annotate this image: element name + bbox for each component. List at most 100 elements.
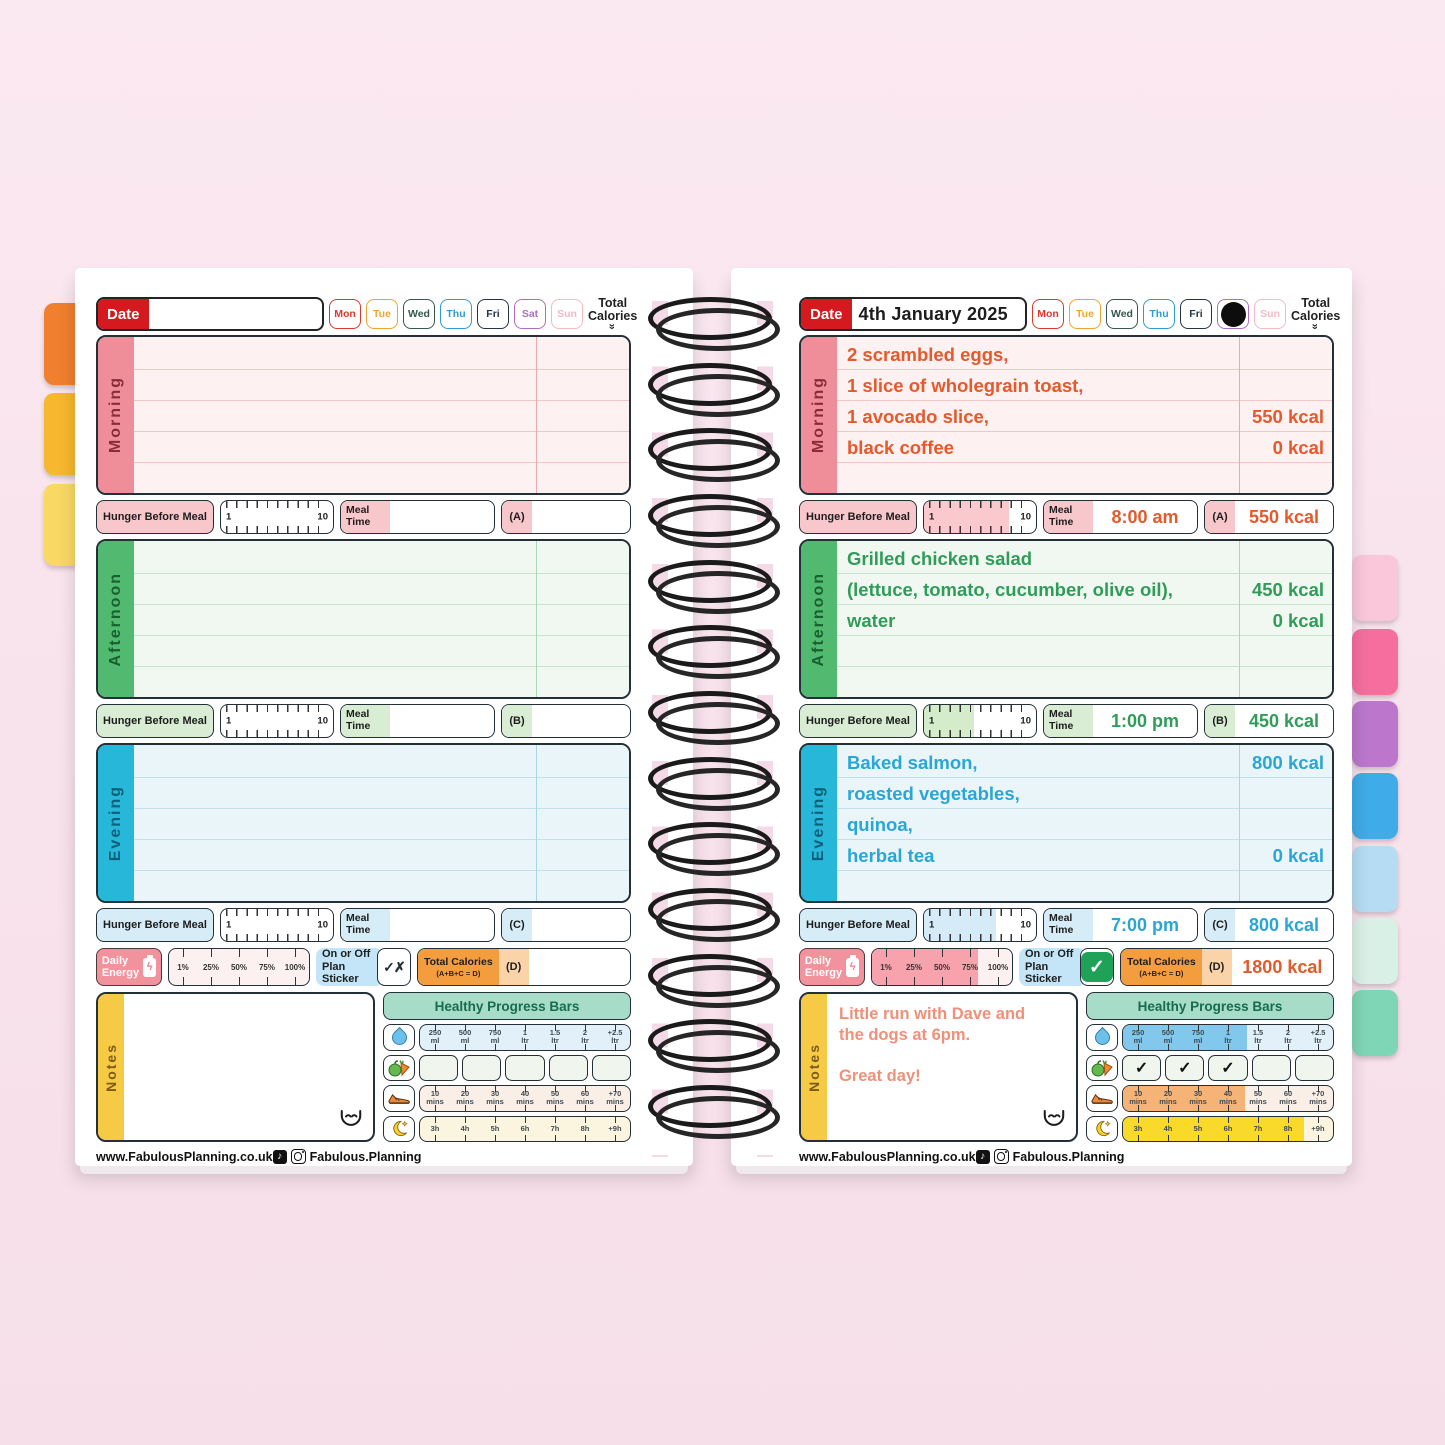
fruit-check-cell[interactable] bbox=[1251, 1054, 1291, 1081]
meal-text[interactable]: 1 slice of wholegrain toast, bbox=[847, 375, 1084, 396]
fruit-check-cell[interactable] bbox=[548, 1054, 588, 1081]
day-button-mon[interactable]: Mon bbox=[1032, 299, 1064, 329]
hunger-ruler[interactable]: 1 10 bbox=[923, 704, 1037, 738]
fruit-check-cell[interactable] bbox=[462, 1054, 502, 1081]
meal-text[interactable]: black coffee bbox=[847, 437, 954, 458]
meal-kcal[interactable] bbox=[529, 632, 629, 635]
fruit-check-cell[interactable]: ✓ bbox=[1208, 1054, 1248, 1081]
date-field[interactable]: Date 4th January 2025 bbox=[799, 297, 1027, 331]
meal-text[interactable]: roasted vegetables, bbox=[847, 783, 1020, 804]
fruit-check-cell[interactable] bbox=[419, 1054, 459, 1081]
meal-time-box[interactable]: Meal Time bbox=[340, 500, 495, 534]
meal-kcal[interactable] bbox=[529, 774, 629, 777]
meal-kcal[interactable]: 450 kcal bbox=[1251, 579, 1324, 600]
meal-kcal[interactable] bbox=[529, 601, 629, 604]
meal-kcal[interactable] bbox=[529, 490, 629, 493]
fruit-check-cell[interactable] bbox=[1294, 1054, 1335, 1081]
evening-entry-area[interactable] bbox=[134, 745, 629, 901]
meal-text[interactable] bbox=[134, 898, 529, 901]
day-button-tue[interactable]: Tue bbox=[366, 299, 398, 329]
meal-time-value[interactable] bbox=[390, 909, 494, 941]
hunger-ruler[interactable]: 1 10 bbox=[923, 500, 1037, 534]
plan-sticker-box[interactable]: ✓ bbox=[1079, 948, 1114, 986]
slot-b-value[interactable] bbox=[532, 705, 630, 737]
meal-kcal[interactable] bbox=[529, 428, 629, 431]
meal-text[interactable] bbox=[134, 836, 529, 839]
exercise-progress-bar[interactable]: 10 mins 20 mins 30 mins 40 mins 50 mins … bbox=[1122, 1085, 1334, 1112]
meal-text[interactable]: quinoa, bbox=[847, 814, 913, 835]
meal-text[interactable] bbox=[134, 774, 529, 777]
meal-text[interactable] bbox=[134, 867, 529, 870]
slot-a-value[interactable]: 550 kcal bbox=[1248, 506, 1320, 527]
meal-text[interactable]: 1 avocado slice, bbox=[847, 406, 989, 427]
hunger-ruler[interactable]: 1 10 bbox=[220, 908, 334, 942]
meal-time-value[interactable] bbox=[390, 705, 494, 737]
meal-kcal[interactable]: 800 kcal bbox=[1251, 752, 1324, 773]
meal-kcal[interactable] bbox=[529, 805, 629, 808]
meal-time-box[interactable]: Meal Time bbox=[340, 908, 495, 942]
date-value[interactable]: 4th January 2025 bbox=[858, 303, 1008, 324]
meal-kcal[interactable] bbox=[529, 366, 629, 369]
energy-ruler[interactable]: 1% 25% 50% 75% 100% bbox=[871, 948, 1013, 986]
meal-kcal[interactable] bbox=[1232, 898, 1332, 901]
meal-time-box[interactable]: Meal Time 1:00 pm bbox=[1043, 704, 1198, 738]
meal-kcal[interactable] bbox=[529, 694, 629, 697]
meal-kcal[interactable] bbox=[1232, 663, 1332, 666]
meal-time-box[interactable]: Meal Time 7:00 pm bbox=[1043, 908, 1198, 942]
meal-kcal[interactable] bbox=[529, 867, 629, 870]
energy-ruler[interactable]: 1% 25% 50% 75% 100% bbox=[168, 948, 310, 986]
sleep-progress-bar[interactable]: 3h 4h 5h 6h 7h 8h +9h bbox=[419, 1115, 631, 1142]
index-tab-blue[interactable] bbox=[1352, 773, 1398, 839]
notes-entry-area[interactable] bbox=[124, 994, 373, 1140]
fruit-check-cell[interactable] bbox=[505, 1054, 545, 1081]
meal-text[interactable]: herbal tea bbox=[847, 845, 935, 866]
meal-kcal[interactable]: 0 kcal bbox=[1272, 437, 1324, 458]
fruit-check-cell[interactable]: ✓ bbox=[1165, 1054, 1205, 1081]
slot-a-value[interactable] bbox=[532, 501, 630, 533]
day-button-fri[interactable]: Fri bbox=[1180, 299, 1212, 329]
meal-kcal[interactable] bbox=[1232, 836, 1332, 839]
meal-text[interactable]: Grilled chicken salad bbox=[847, 548, 1033, 569]
index-tab-teal[interactable] bbox=[1352, 990, 1398, 1056]
meal-text[interactable] bbox=[837, 663, 1232, 666]
morning-entry-area[interactable]: 2 scrambled eggs, 1 slice of wholegrain … bbox=[837, 337, 1332, 493]
index-tab-lightpink[interactable] bbox=[1352, 555, 1398, 621]
meal-time-value[interactable]: 8:00 am bbox=[1111, 506, 1179, 527]
meal-text[interactable] bbox=[134, 632, 529, 635]
index-tab-lightblue[interactable] bbox=[1352, 846, 1398, 912]
meal-kcal[interactable]: 550 kcal bbox=[1251, 406, 1324, 427]
day-button-thu[interactable]: Thu bbox=[440, 299, 472, 329]
meal-text[interactable] bbox=[134, 397, 529, 400]
meal-text[interactable] bbox=[837, 490, 1232, 493]
slot-d-value[interactable]: 1800 kcal bbox=[1242, 956, 1323, 977]
meal-time-value[interactable]: 1:00 pm bbox=[1110, 710, 1180, 731]
date-value[interactable] bbox=[149, 299, 322, 329]
hunger-ruler[interactable]: 1 10 bbox=[923, 908, 1037, 942]
meal-text[interactable] bbox=[134, 663, 529, 666]
meal-text[interactable] bbox=[134, 490, 529, 493]
hunger-ruler[interactable]: 1 10 bbox=[220, 704, 334, 738]
slot-d-value[interactable] bbox=[529, 949, 630, 985]
day-button-sun[interactable]: Sun bbox=[1254, 299, 1286, 329]
day-button-wed[interactable]: Wed bbox=[1106, 299, 1138, 329]
water-progress-bar[interactable]: 250 ml 500 ml 750 ml 1 ltr 1.5 ltr 2 ltr… bbox=[419, 1024, 631, 1051]
day-button-sat-selected[interactable]: Sat bbox=[1217, 299, 1249, 329]
meal-kcal[interactable] bbox=[529, 459, 629, 462]
meal-kcal[interactable]: 0 kcal bbox=[1272, 610, 1324, 631]
slot-c-box[interactable]: (C) 800 kcal bbox=[1204, 908, 1334, 942]
meal-kcal[interactable] bbox=[1232, 570, 1332, 573]
slot-b-box[interactable]: (B) bbox=[501, 704, 631, 738]
meal-text[interactable] bbox=[134, 366, 529, 369]
slot-c-value[interactable]: 800 kcal bbox=[1248, 914, 1320, 935]
plan-sticker-box[interactable]: ✓✗ bbox=[376, 948, 411, 986]
meal-text[interactable] bbox=[134, 805, 529, 808]
meal-kcal[interactable] bbox=[1232, 397, 1332, 400]
afternoon-entry-area[interactable]: Grilled chicken salad (lettuce, tomato, … bbox=[837, 541, 1332, 697]
index-tab-mint[interactable] bbox=[1352, 918, 1398, 984]
index-tab-purple[interactable] bbox=[1352, 701, 1398, 767]
day-button-sun[interactable]: Sun bbox=[551, 299, 583, 329]
sleep-progress-bar[interactable]: 3h 4h 5h 6h 7h 8h +9h bbox=[1122, 1115, 1334, 1142]
meal-text[interactable]: Baked salmon, bbox=[847, 752, 978, 773]
day-button-wed[interactable]: Wed bbox=[403, 299, 435, 329]
meal-text[interactable] bbox=[134, 459, 529, 462]
